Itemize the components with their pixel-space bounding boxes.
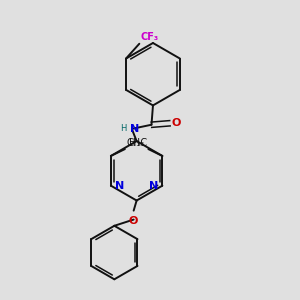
Text: H₃C: H₃C <box>129 138 147 148</box>
Text: O: O <box>129 216 138 226</box>
Text: H: H <box>120 124 126 133</box>
Text: CH₃: CH₃ <box>126 138 145 148</box>
Text: CF₃: CF₃ <box>141 32 159 42</box>
Text: N: N <box>115 181 124 191</box>
Text: O: O <box>172 118 182 128</box>
Text: N: N <box>130 124 139 134</box>
Text: N: N <box>149 181 158 191</box>
